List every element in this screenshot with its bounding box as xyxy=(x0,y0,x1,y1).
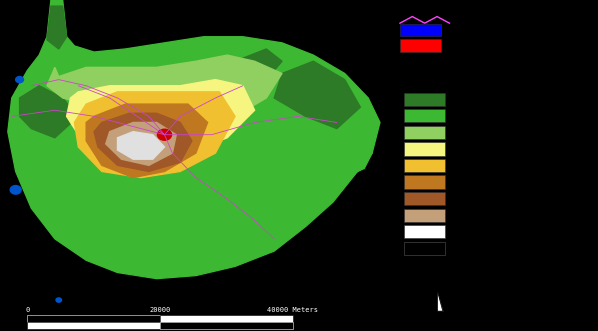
Text: 36.957 - 72.915: 36.957 - 72.915 xyxy=(453,111,529,120)
Polygon shape xyxy=(66,80,255,159)
Text: 1 - 36.957: 1 - 36.957 xyxy=(453,95,504,104)
Polygon shape xyxy=(20,86,78,138)
Polygon shape xyxy=(117,132,164,159)
Text: 288.658 - 324.615: 288.658 - 324.615 xyxy=(453,227,539,236)
Text: (valores em metros): (valores em metros) xyxy=(400,81,495,90)
Text: 40000 Meters: 40000 Meters xyxy=(267,307,319,313)
Text: 108.872 - 144.829: 108.872 - 144.829 xyxy=(453,144,539,154)
Circle shape xyxy=(56,298,62,302)
Bar xyxy=(400,39,441,52)
Text: 252.701 - 288.658: 252.701 - 288.658 xyxy=(453,211,539,220)
Polygon shape xyxy=(215,49,282,86)
Bar xyxy=(404,142,446,156)
Bar xyxy=(404,126,446,139)
Polygon shape xyxy=(94,113,192,171)
Text: Zonas Urbanas: Zonas Urbanas xyxy=(457,41,523,50)
Text: N: N xyxy=(434,316,440,325)
Polygon shape xyxy=(47,6,66,49)
Polygon shape xyxy=(437,290,443,311)
Bar xyxy=(160,322,293,328)
Polygon shape xyxy=(306,138,372,190)
Text: 0: 0 xyxy=(25,307,29,313)
Circle shape xyxy=(157,129,172,140)
Polygon shape xyxy=(106,122,176,165)
Bar xyxy=(404,225,446,238)
Polygon shape xyxy=(86,104,208,177)
Polygon shape xyxy=(47,55,282,122)
Bar xyxy=(27,322,160,328)
Text: 180.786 - 216.744: 180.786 - 216.744 xyxy=(453,177,539,187)
Text: 72.915 - 108.872: 72.915 - 108.872 xyxy=(453,128,533,137)
Circle shape xyxy=(10,186,21,194)
Polygon shape xyxy=(74,92,235,177)
Bar xyxy=(404,209,446,222)
Bar xyxy=(404,93,446,106)
Bar xyxy=(404,109,446,122)
Bar xyxy=(404,192,446,205)
Text: 144.829 - 180.786: 144.829 - 180.786 xyxy=(453,161,539,170)
Text: do Concelho de Grândola: do Concelho de Grândola xyxy=(400,71,524,81)
Text: Modelo Digital do Terreno: Modelo Digital do Terreno xyxy=(400,62,535,71)
Polygon shape xyxy=(431,290,437,311)
Text: Superfícies de Água: Superfícies de Água xyxy=(457,25,553,35)
Bar xyxy=(27,314,160,322)
Polygon shape xyxy=(8,0,380,279)
Bar xyxy=(404,242,446,255)
Bar xyxy=(160,314,293,322)
Text: 20000: 20000 xyxy=(150,307,170,313)
Text: Estradas: Estradas xyxy=(457,15,498,24)
Bar xyxy=(400,24,441,36)
Bar xyxy=(404,159,446,172)
Text: 216.744 - 252.701: 216.744 - 252.701 xyxy=(453,194,539,203)
Text: No Data: No Data xyxy=(453,244,489,253)
Circle shape xyxy=(16,76,23,83)
Polygon shape xyxy=(274,61,361,129)
Bar xyxy=(404,175,446,189)
